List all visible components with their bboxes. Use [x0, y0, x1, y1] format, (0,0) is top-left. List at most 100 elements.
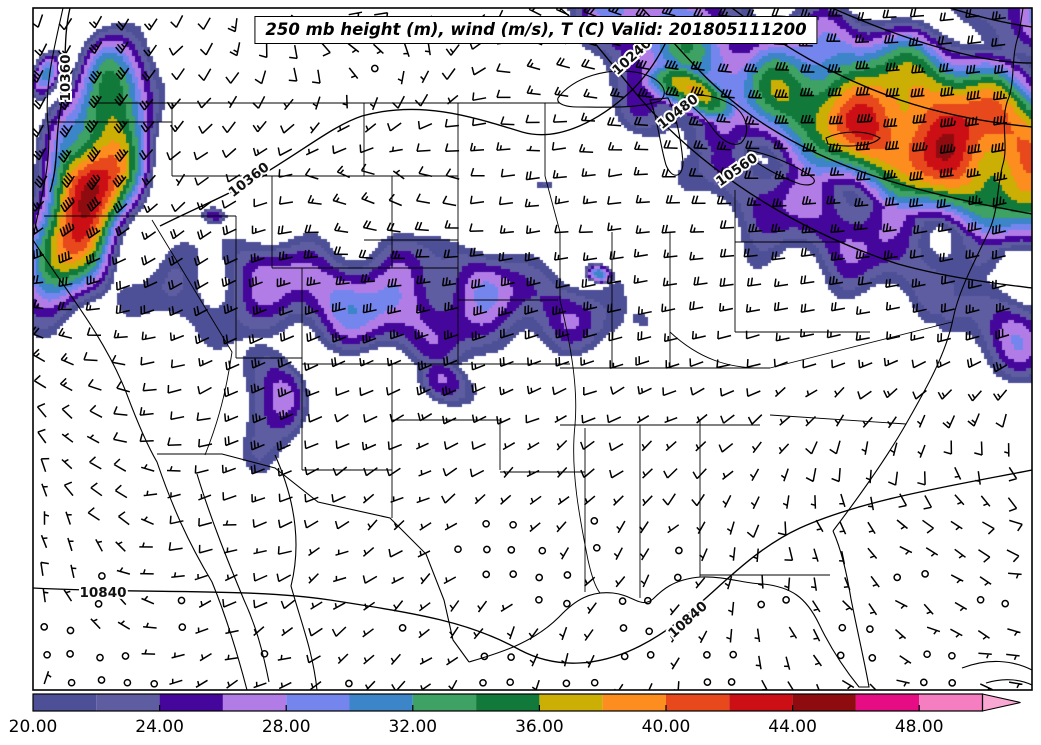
colorbar-segment: [159, 694, 223, 711]
calm-wind-circle: [66, 650, 74, 658]
great-lake-outline: [747, 149, 815, 186]
colorbar-segment: [539, 694, 603, 711]
calm-wind-circle: [618, 597, 627, 605]
colorbar-segment: [919, 694, 983, 711]
height-contour-label: 10360: [58, 55, 74, 102]
great-lake-outline: [825, 131, 881, 147]
calm-wind-circle: [506, 678, 515, 687]
calm-wind-circle: [590, 517, 599, 525]
wind-barb-layer: [33, 8, 1023, 690]
calm-wind-circle: [976, 595, 985, 604]
calm-wind-circle: [94, 600, 103, 608]
calm-wind-circle: [643, 596, 652, 605]
coastline: [468, 576, 764, 663]
calm-wind-circle: [757, 600, 766, 609]
state-border-line: [669, 331, 761, 369]
height-contour-label: 10840: [80, 585, 127, 601]
calm-wind-circle: [66, 626, 75, 635]
calm-wind-circle: [96, 653, 104, 662]
calm-wind-circle: [923, 650, 931, 659]
calm-wind-circle: [480, 652, 489, 661]
chart-title: 250 mb height (m), wind (m/s), T (C) Val…: [254, 16, 818, 44]
calm-wind-circle: [563, 599, 571, 608]
calm-wind-circle: [507, 653, 515, 661]
calm-wind-circle: [948, 679, 957, 687]
colorbar: 20.00 24.00 28.00 32.00 36.00 40.00 44.00 48.00: [9, 693, 1021, 737]
colorbar-tick-label: 32.00: [388, 717, 437, 737]
calm-wind-circle: [538, 546, 547, 555]
colorbar-segment: [476, 694, 540, 711]
calm-wind-circle: [729, 650, 738, 659]
height-contour-layer: [33, 8, 1032, 664]
state-border-line: [151, 219, 233, 456]
colorbar-segment: [33, 694, 97, 711]
calm-wind-circle: [482, 570, 491, 579]
height-contour-line: [159, 37, 669, 227]
calm-wind-circle: [838, 623, 847, 632]
calm-wind-circle: [620, 652, 629, 661]
calm-wind-circle: [97, 676, 106, 684]
height-contour-line: [33, 469, 1032, 664]
calm-wind-circle: [590, 678, 599, 687]
coastline: [762, 530, 870, 688]
colorbar-tick-label: 28.00: [262, 717, 311, 737]
calm-wind-circle: [479, 678, 487, 687]
calm-wind-circle: [727, 678, 736, 686]
calm-wind-circle: [177, 596, 186, 605]
calm-wind-circle: [645, 627, 654, 636]
calm-wind-circle: [563, 571, 572, 579]
calm-wind-circle: [673, 573, 682, 582]
coastline: [274, 454, 318, 690]
colorbar-tick-label: 24.00: [135, 717, 184, 737]
height-contour-line: [49, 8, 71, 193]
calm-wind-circle: [646, 651, 655, 659]
colorbar-segment: [792, 694, 856, 711]
calm-wind-circle: [675, 546, 683, 555]
great-lake-outline: [683, 94, 748, 145]
state-border-line: [769, 321, 953, 369]
calm-wind-circle: [483, 545, 491, 554]
coastline: [157, 453, 470, 663]
height-contour-line: [559, 8, 1032, 289]
colorbar-segment: [729, 694, 793, 711]
wind-barbs: [33, 8, 1023, 690]
colorbar-segment: [666, 694, 730, 711]
calm-wind-circle: [535, 595, 543, 604]
calm-wind-circle: [836, 651, 845, 660]
calm-wind-circle: [893, 573, 902, 582]
calm-wind-circle: [592, 543, 601, 552]
calm-wind-circle: [482, 519, 490, 528]
colorbar-segment: [96, 694, 160, 711]
calm-wind-circle: [123, 678, 132, 687]
coastline: [196, 473, 270, 683]
calm-wind-circle: [260, 649, 269, 658]
map-frame-border: [32, 7, 1033, 691]
colorbar-segment: [602, 694, 666, 711]
colorbar-segment: [412, 694, 477, 711]
calm-wind-circle: [509, 570, 518, 578]
colorbar-segment: [855, 694, 920, 711]
calm-wind-circle: [535, 573, 544, 582]
coastline: [985, 679, 1032, 686]
calm-wind-circle: [1001, 599, 1010, 608]
colorbar-tick-label: 40.00: [642, 717, 691, 737]
coastline: [961, 660, 1032, 671]
calm-wind-circle: [178, 623, 187, 631]
state-border-line: [559, 299, 601, 594]
coastline: [832, 8, 1024, 532]
colorbar-tick-label: 48.00: [895, 717, 944, 737]
calm-wind-circle: [509, 520, 517, 529]
geography-layer: [33, 8, 1032, 690]
colorbar-border: [32, 693, 984, 712]
calm-wind-circle: [703, 651, 711, 659]
colorbar-segment: [349, 694, 413, 711]
calm-wind-circle: [948, 651, 956, 660]
calm-wind-circle: [619, 624, 628, 632]
state-border-line: [544, 175, 561, 233]
state-border-line: [769, 414, 907, 425]
calm-wind-circle: [67, 678, 76, 687]
calm-wind-circle: [507, 546, 516, 554]
colorbar-segment: [286, 694, 350, 711]
calm-wind-circle: [121, 652, 130, 660]
